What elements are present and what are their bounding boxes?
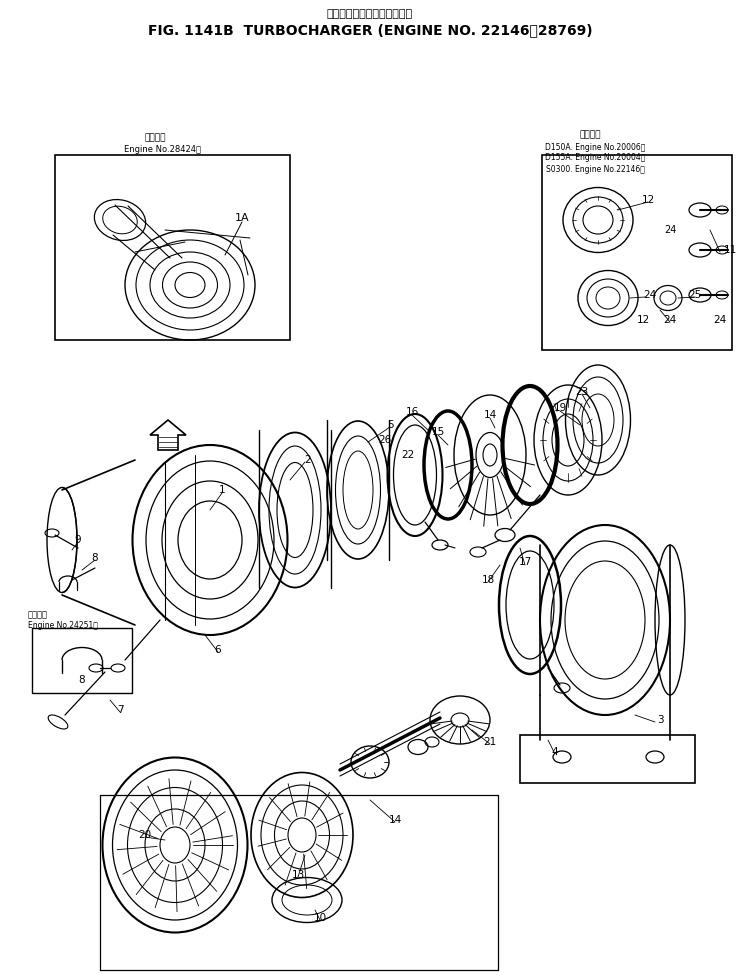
- Text: 19: 19: [554, 403, 567, 413]
- Text: 26: 26: [378, 435, 391, 445]
- Text: 17: 17: [519, 557, 531, 567]
- Bar: [32, 628, 132, 693]
- Text: 3: 3: [656, 715, 663, 725]
- Text: ターボチャージャ　適用号機: ターボチャージャ 適用号機: [327, 9, 413, 19]
- Text: 14: 14: [388, 815, 402, 825]
- Text: 2: 2: [305, 455, 312, 465]
- Text: 8: 8: [92, 553, 98, 563]
- Text: Engine No.24251～: Engine No.24251～: [28, 620, 98, 629]
- Bar: [520, 735, 695, 783]
- Text: 21: 21: [483, 737, 497, 747]
- Text: 20: 20: [138, 830, 152, 840]
- Text: 1: 1: [219, 485, 225, 495]
- Text: Engine No.28424～: Engine No.28424～: [124, 145, 201, 155]
- Bar: [542, 155, 732, 350]
- Text: 7: 7: [117, 705, 124, 715]
- Text: 11: 11: [724, 245, 736, 255]
- Text: D155A. Engine No.20004～: D155A. Engine No.20004～: [545, 154, 645, 163]
- Text: 5: 5: [387, 420, 394, 430]
- Text: 13: 13: [292, 870, 305, 880]
- Text: 22: 22: [401, 450, 414, 460]
- Text: 25: 25: [688, 290, 702, 300]
- Text: 1A: 1A: [235, 213, 249, 223]
- Text: 18: 18: [482, 575, 494, 585]
- Text: 8: 8: [78, 675, 85, 685]
- Text: 適用号機: 適用号機: [579, 131, 601, 139]
- Text: 6: 6: [215, 645, 221, 655]
- Text: 24: 24: [713, 315, 727, 325]
- Text: 16: 16: [406, 407, 419, 417]
- Text: 23: 23: [576, 387, 588, 397]
- Text: 24: 24: [663, 315, 676, 325]
- Text: 14: 14: [483, 410, 497, 420]
- Text: 4: 4: [552, 747, 558, 757]
- Text: 12: 12: [642, 195, 655, 205]
- Text: S0300. Engine No.22146～: S0300. Engine No.22146～: [545, 165, 645, 173]
- Text: D150A. Engine No.20006～: D150A. Engine No.20006～: [545, 142, 645, 152]
- Text: 10: 10: [314, 913, 326, 923]
- Text: 24: 24: [664, 225, 676, 235]
- Text: 15: 15: [431, 427, 445, 437]
- Text: 適用号機: 適用号機: [144, 133, 166, 142]
- Text: 24: 24: [643, 290, 656, 300]
- Text: 9: 9: [75, 535, 81, 545]
- Text: 12: 12: [636, 315, 650, 325]
- Bar: [55, 155, 290, 340]
- Text: FIG. 1141B  TURBOCHARGER (ENGINE NO. 22146－28769): FIG. 1141B TURBOCHARGER (ENGINE NO. 2214…: [148, 23, 592, 37]
- Text: 適用号機: 適用号機: [28, 611, 48, 619]
